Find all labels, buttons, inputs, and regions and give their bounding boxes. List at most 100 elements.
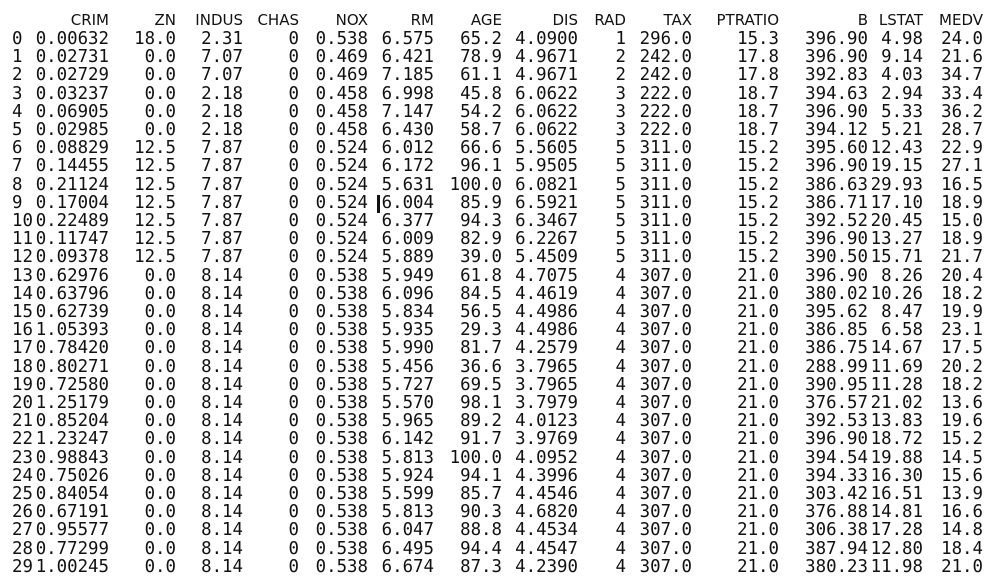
cell-indus: 8.14: [201, 484, 243, 504]
cell-lstat: 29.93: [870, 174, 923, 195]
cell-b: 392.83: [805, 65, 868, 86]
table-row: 9 0.17004 12.5 7.87 0 0.524 6.004 85.9 6.5921 5 31…: [0, 192, 1000, 213]
cell-crim: 0.11747: [35, 229, 109, 250]
cell-medv: 21.6: [941, 47, 983, 68]
cell-crim: 0.08829: [35, 138, 109, 159]
cell-tax: 311.0: [639, 156, 692, 177]
cell-zn: 12.5: [134, 174, 176, 195]
cell-tax: 242.0: [639, 47, 692, 68]
cell-medv: 34.7: [941, 65, 983, 86]
cell-age: 94.1: [460, 465, 502, 486]
cell-rad: 5: [615, 247, 626, 268]
cell-b: 394.12: [805, 120, 868, 140]
cell-chas: 0: [288, 484, 299, 504]
cell-rm: 5.889: [381, 247, 434, 268]
cell-indus: 8.14: [201, 538, 243, 559]
cell-medv: 24.0: [941, 29, 983, 49]
cell-ptratio: 21.0: [737, 265, 779, 286]
table-row: 29 1.00245 0.0 8.14 0 0.538 6.674 87.3 4.2390 4 30…: [0, 556, 1000, 577]
row-index: 29: [12, 556, 33, 577]
cell-medv: 19.6: [941, 411, 983, 432]
column-header-indus: INDUS: [195, 11, 243, 29]
cell-rad: 4: [615, 538, 626, 559]
cell-rm: 6.495: [381, 538, 434, 559]
cell-lstat: 13.83: [870, 411, 923, 432]
cell-crim: 0.95577: [35, 520, 109, 541]
cell-ptratio: 15.2: [737, 247, 779, 268]
table-row: 7 0.14455 12.5 7.87 0 0.524 6.172 96.1 5.9505 5 31…: [0, 157, 1000, 176]
cell-nox: 0.524: [315, 211, 368, 231]
cell-zn: 0.0: [144, 502, 176, 523]
cell-lstat: 16.51: [870, 484, 923, 504]
cell-nox: 0.458: [315, 101, 368, 122]
cell-dis: 4.7075: [515, 265, 578, 286]
cell-crim: 0.22489: [35, 211, 109, 231]
cell-rad: 4: [615, 393, 626, 413]
cell-b: 386.63: [805, 174, 868, 195]
column-header-tax: TAX: [663, 11, 692, 29]
cell-chas: 0: [288, 174, 299, 195]
cell-ptratio: 21.0: [737, 302, 779, 322]
cell-rm: 6.012: [381, 138, 434, 159]
cell-indus: 8.14: [201, 520, 243, 541]
cell-crim: 0.67191: [35, 502, 109, 523]
cell-dis: 4.9671: [515, 47, 578, 68]
cell-rm: 7.185: [381, 65, 434, 86]
column-header-rad: RAD: [594, 11, 626, 29]
cell-zn: 0.0: [144, 520, 176, 541]
cell-crim: 1.23247: [35, 429, 109, 450]
cell-tax: 307.0: [639, 265, 692, 286]
cell-indus: 7.07: [201, 47, 243, 68]
cell-crim: 0.00632: [35, 29, 109, 49]
row-index: 22: [12, 429, 33, 450]
cell-chas: 0: [288, 465, 299, 486]
cell-b: 386.75: [805, 338, 868, 359]
column-header-dis: DIS: [552, 11, 579, 29]
cell-rm: 6.096: [381, 283, 434, 304]
cell-ptratio: 15.2: [737, 229, 779, 250]
cell-zn: 0.0: [144, 411, 176, 432]
cell-b: 396.90: [805, 47, 868, 68]
cell-indus: 8.14: [201, 502, 243, 523]
cell-chas: 0: [288, 302, 299, 322]
table-row: 25 0.84054 0.0 8.14 0 0.538 5.599 85.7 4.4546 4 30…: [0, 485, 1000, 504]
cell-dis: 6.0622: [515, 101, 578, 122]
cell-age: 98.1: [460, 393, 502, 413]
cell-tax: 307.0: [639, 374, 692, 395]
cell-age: 100.0: [449, 447, 502, 468]
cell-rad: 1: [615, 29, 626, 49]
cell-rm: 5.965: [381, 411, 434, 432]
cell-dis: 6.2267: [515, 229, 578, 250]
cell-lstat: 4.03: [881, 65, 923, 86]
cell-rad: 4: [615, 484, 626, 504]
cell-crim: 0.09378: [35, 247, 109, 268]
row-index: 10: [12, 211, 33, 231]
cell-dis: 4.6820: [515, 502, 578, 523]
cell-tax: 222.0: [639, 101, 692, 122]
cell-ptratio: 21.0: [737, 538, 779, 559]
cell-nox: 0.458: [315, 83, 368, 104]
cell-dis: 6.0622: [515, 120, 578, 140]
cell-b: 288.99: [805, 356, 868, 377]
cell-zn: 0.0: [144, 356, 176, 377]
cell-lstat: 19.15: [870, 156, 923, 177]
cell-tax: 311.0: [639, 229, 692, 250]
cell-nox: 0.524: [315, 192, 368, 213]
cell-tax: 311.0: [639, 174, 692, 195]
row-index: 17: [12, 338, 33, 359]
cell-zn: 0.0: [144, 338, 176, 359]
row-index: 12: [12, 247, 33, 268]
row-index: 1: [12, 47, 23, 68]
cell-dis: 4.4534: [515, 520, 578, 541]
cell-tax: 296.0: [639, 29, 692, 49]
row-index: 24: [12, 465, 33, 486]
table-row: 15 0.62739 0.0 8.14 0 0.538 5.834 56.5 4.4986 4 30…: [0, 303, 1000, 322]
cell-crim: 0.98843: [35, 447, 109, 468]
cell-age: 88.8: [460, 520, 502, 541]
cell-ptratio: 21.0: [737, 411, 779, 432]
cell-zn: 12.5: [134, 138, 176, 159]
row-index: 7: [12, 156, 23, 177]
cell-zn: 0.0: [144, 83, 176, 104]
column-header-rm: RM: [410, 11, 434, 29]
